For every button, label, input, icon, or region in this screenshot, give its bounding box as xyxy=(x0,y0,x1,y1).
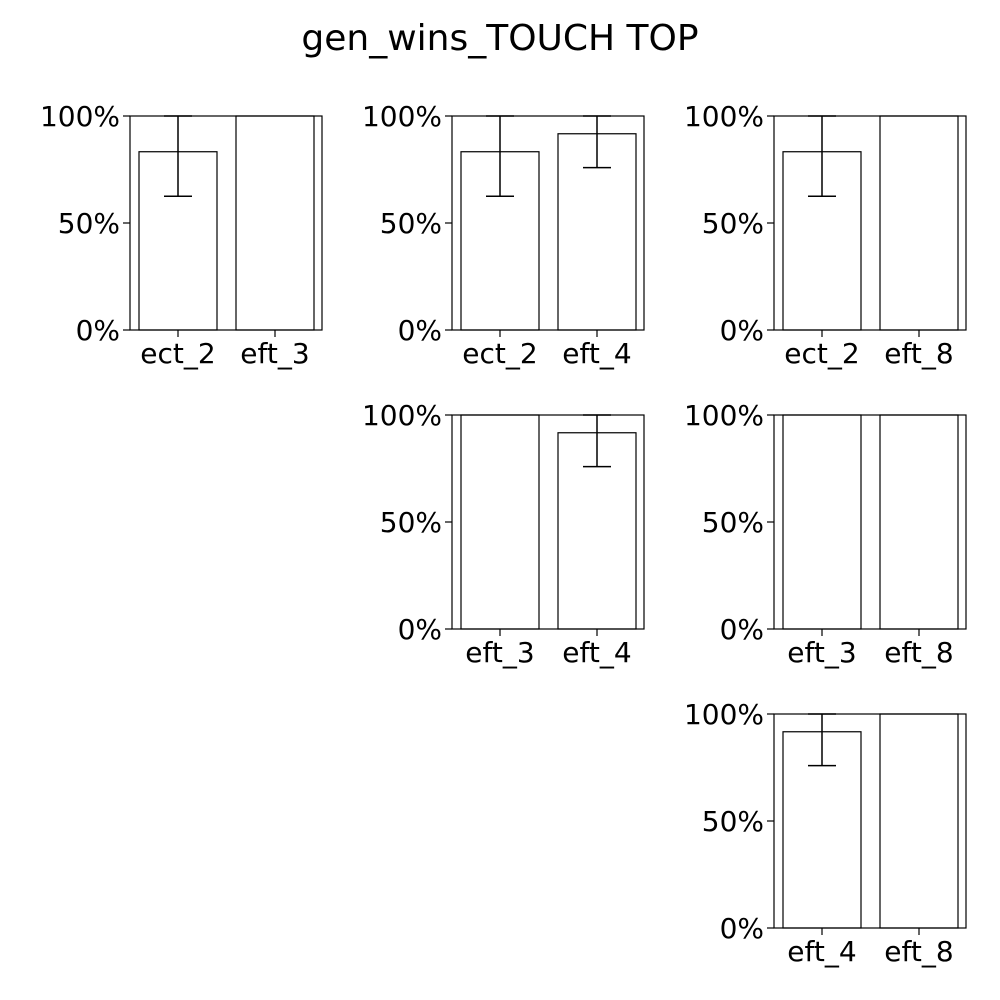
subplot: 0% 50% 100% ect_2 eft_8 xyxy=(684,100,967,370)
bar xyxy=(879,713,959,929)
bar xyxy=(235,115,315,331)
y-tick-label: 0% xyxy=(76,314,120,347)
y-tick-label: 50% xyxy=(380,207,442,240)
bar xyxy=(879,414,959,630)
x-tick-label: ect_2 xyxy=(140,337,215,370)
y-tick-label: 100% xyxy=(684,399,764,432)
subplot: 0% 50% 100% eft_4 eft_8 xyxy=(684,698,967,968)
x-tick-label: eft_4 xyxy=(787,935,856,968)
x-tick-label: eft_3 xyxy=(465,636,534,669)
bar xyxy=(782,414,862,630)
subplot-grid: 0%50%100%ect_2 eft_30%50%100%ect_2 eft_40%… xyxy=(40,100,967,968)
y-tick-label: 100% xyxy=(362,399,442,432)
x-tick-label: eft_8 xyxy=(884,337,953,370)
x-tick-label: ect_2 xyxy=(462,337,537,370)
y-tick-label: 0% xyxy=(398,613,442,646)
y-tick-label: 50% xyxy=(702,805,764,838)
y-tick-label: 50% xyxy=(702,207,764,240)
bar xyxy=(460,414,540,630)
subplot: 0% 50% 100% ect_2 eft_4 xyxy=(362,100,645,370)
x-tick-label: eft_4 xyxy=(562,636,631,669)
x-tick-label: eft_3 xyxy=(787,636,856,669)
y-tick-label: 50% xyxy=(380,506,442,539)
y-tick-label: 100% xyxy=(684,100,764,133)
y-tick-label: 0% xyxy=(720,912,764,945)
y-tick-label: 50% xyxy=(702,506,764,539)
x-tick-label: eft_3 xyxy=(240,337,309,370)
y-tick-label: 100% xyxy=(684,698,764,731)
y-tick-label: 50% xyxy=(58,207,120,240)
subplot: 0% 50% 100% eft_3 eft_8 xyxy=(684,399,967,669)
bar xyxy=(879,115,959,331)
x-tick-label: eft_8 xyxy=(884,935,953,968)
x-tick-label: ect_2 xyxy=(784,337,859,370)
x-tick-label: eft_4 xyxy=(562,337,631,370)
y-tick-label: 0% xyxy=(720,613,764,646)
figure-title: gen_wins_TOUCH TOP xyxy=(301,18,698,59)
y-tick-label: 0% xyxy=(398,314,442,347)
y-tick-label: 100% xyxy=(362,100,442,133)
y-tick-label: 0% xyxy=(720,314,764,347)
y-tick-label: 100% xyxy=(40,100,120,133)
x-tick-label: eft_8 xyxy=(884,636,953,669)
subplot: 0% 50% 100% eft_3 eft_4 xyxy=(362,399,645,669)
subplot: 0% 50% 100% ect_2 eft_3 xyxy=(40,100,323,370)
